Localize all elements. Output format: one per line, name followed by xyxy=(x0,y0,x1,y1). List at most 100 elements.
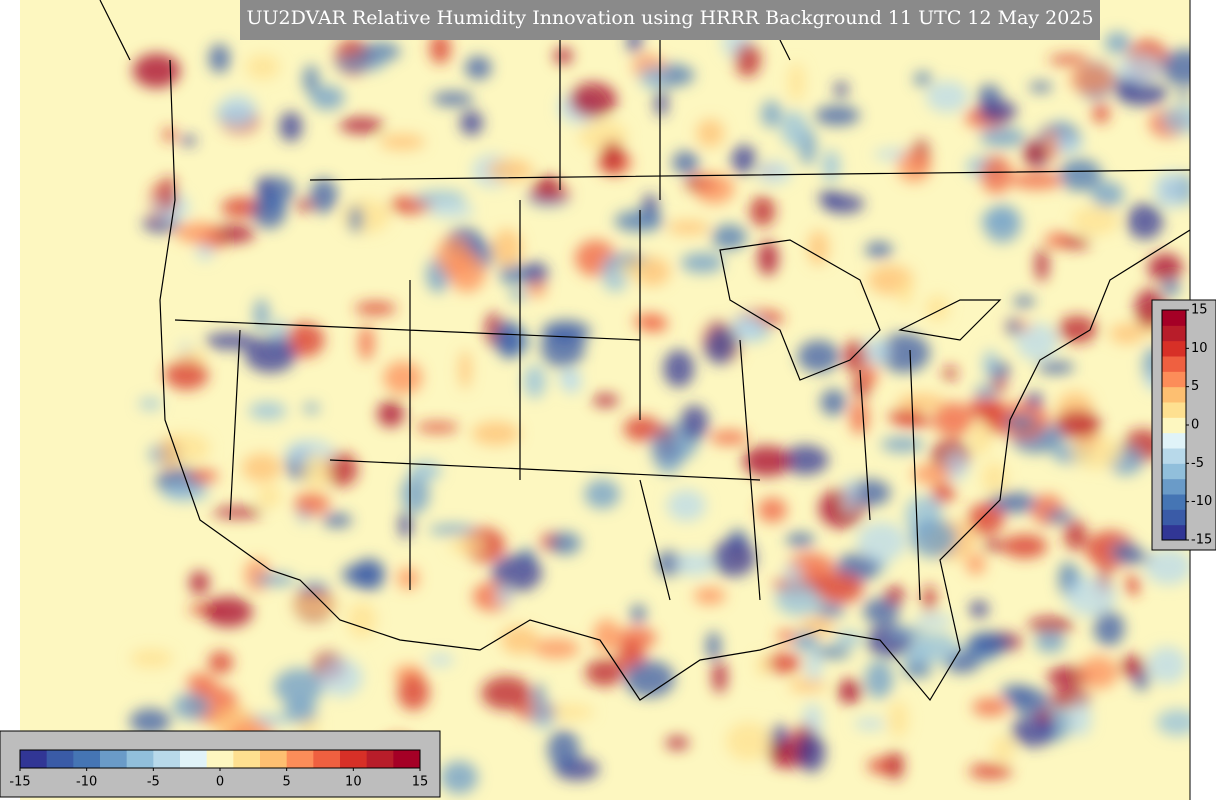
field-patch xyxy=(933,402,973,438)
field-patch xyxy=(725,722,772,761)
field-patch xyxy=(897,393,945,411)
field-patch xyxy=(776,629,797,643)
field-patch xyxy=(1153,170,1190,209)
field-patch xyxy=(674,552,715,576)
field-patch xyxy=(569,82,617,118)
field-patch xyxy=(349,205,363,233)
field-patch xyxy=(495,585,513,606)
field-patch xyxy=(253,298,270,332)
field-patch xyxy=(639,65,664,89)
colorbar-segment xyxy=(206,750,234,768)
field-patch xyxy=(347,602,377,638)
field-patch xyxy=(665,736,689,750)
field-patch xyxy=(1003,414,1037,429)
field-patch xyxy=(630,604,646,624)
field-patch xyxy=(706,631,721,661)
field-patch xyxy=(734,42,761,77)
field-patch xyxy=(886,750,904,781)
field-patch xyxy=(309,178,338,214)
field-patch xyxy=(1013,295,1035,308)
field-patch xyxy=(711,539,756,577)
field-patch xyxy=(208,43,231,74)
field-patch xyxy=(427,653,454,667)
field-patch xyxy=(756,160,792,184)
field-patch xyxy=(913,71,932,87)
field-patch xyxy=(731,144,757,175)
field-patch xyxy=(1109,323,1145,344)
field-patch xyxy=(1179,172,1190,207)
colorbar-segment xyxy=(1162,402,1186,418)
field-patch xyxy=(834,81,849,98)
colorbar-segment xyxy=(1162,448,1186,464)
field-patch xyxy=(1058,158,1102,192)
field-patch xyxy=(310,85,345,110)
field-patch xyxy=(531,699,556,730)
field-patch xyxy=(196,243,214,261)
field-patch xyxy=(303,402,320,414)
field-patch xyxy=(254,573,296,586)
field-patch xyxy=(245,54,280,80)
field-patch xyxy=(968,763,1013,780)
field-patch xyxy=(757,497,787,523)
field-patch xyxy=(397,567,419,590)
field-patch xyxy=(409,461,442,481)
field-patch xyxy=(1116,54,1163,83)
field-patch xyxy=(979,127,1027,148)
field-patch xyxy=(980,155,1013,194)
field-patch xyxy=(1147,646,1188,684)
field-patch xyxy=(432,91,474,106)
field-patch xyxy=(888,700,909,738)
field-patch xyxy=(464,55,492,80)
field-patch xyxy=(885,586,905,605)
field-patch xyxy=(497,319,521,359)
field-patch xyxy=(837,678,863,704)
colorbar-tick-label: 5 xyxy=(1191,379,1199,394)
field-patch xyxy=(377,400,405,428)
field-patch xyxy=(204,596,253,628)
field-patch xyxy=(1027,617,1075,633)
field-patch xyxy=(1093,610,1125,646)
colorbar-segment xyxy=(340,750,368,768)
field-patch xyxy=(943,366,958,381)
colorbar-segment xyxy=(1162,325,1186,342)
colorbar-tick-label: -5 xyxy=(147,775,160,790)
field-patch xyxy=(663,349,695,388)
field-patch xyxy=(161,482,209,502)
field-patch xyxy=(912,464,951,484)
field-patch xyxy=(817,190,842,204)
field-patch xyxy=(796,732,826,773)
field-patch xyxy=(295,199,315,211)
field-patch xyxy=(600,140,625,173)
field-patch xyxy=(1006,318,1021,336)
field-patch xyxy=(623,416,662,442)
field-patch xyxy=(1010,171,1063,190)
field-patch xyxy=(1070,435,1123,469)
colorbar-segment xyxy=(1162,509,1186,526)
field-patch xyxy=(1125,574,1141,596)
field-patch xyxy=(859,338,890,365)
field-patch xyxy=(667,220,710,235)
field-patch xyxy=(486,159,534,182)
field-patch xyxy=(1044,129,1059,163)
field-patch xyxy=(1064,520,1088,551)
field-patch xyxy=(865,241,893,258)
field-patch xyxy=(816,603,845,619)
field-patch xyxy=(983,204,1022,243)
field-patch xyxy=(541,319,591,344)
field-patch xyxy=(292,598,342,615)
field-patch xyxy=(792,631,819,652)
field-patch xyxy=(160,175,177,213)
field-patch xyxy=(848,479,891,507)
field-patch xyxy=(188,468,219,484)
field-patch xyxy=(704,325,738,365)
field-patch xyxy=(252,192,287,229)
colorbar-segment xyxy=(180,750,208,768)
colorbar-tick-label: -10 xyxy=(76,775,97,790)
field-patch xyxy=(491,228,523,268)
field-patch xyxy=(175,222,221,244)
field-patch xyxy=(1147,253,1183,283)
vertical-colorbar: -15 -10 -5 0 5 10 15 xyxy=(1161,303,1212,548)
colorbar-tick-label: 15 xyxy=(1191,303,1208,318)
field-patch xyxy=(1016,322,1058,361)
